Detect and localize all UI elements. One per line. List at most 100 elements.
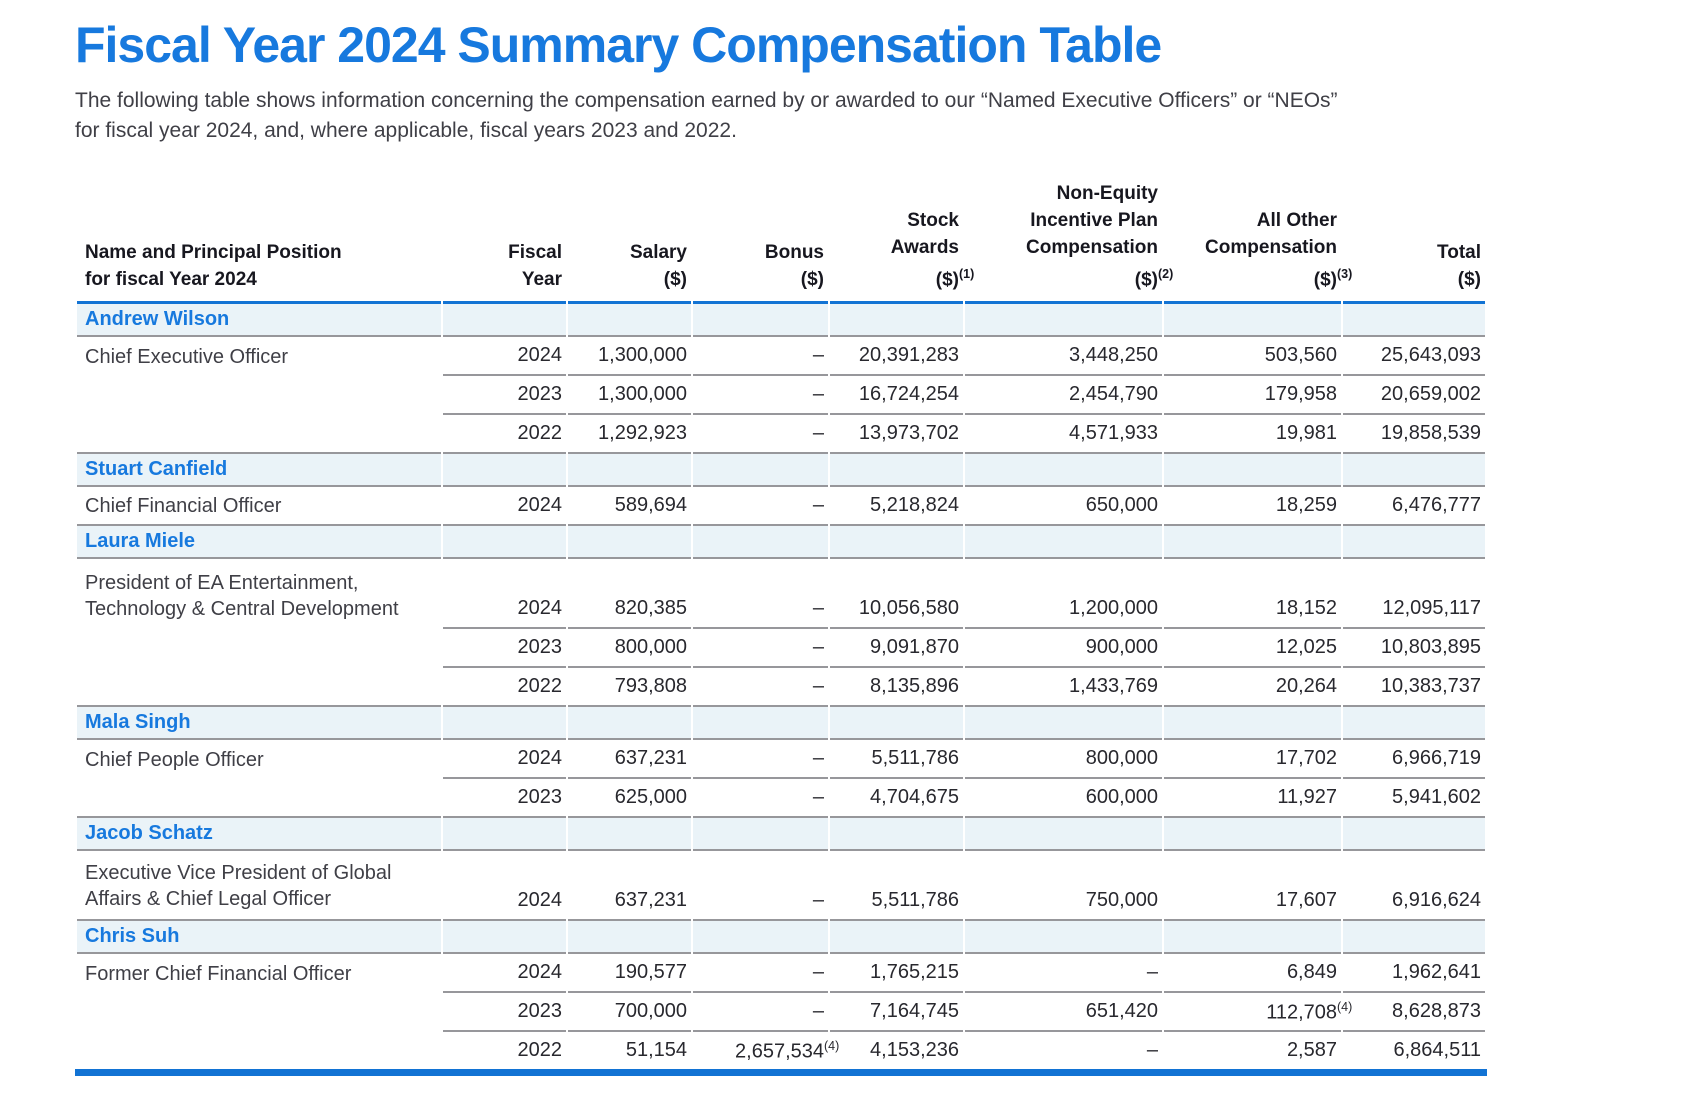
cell-bonus: – bbox=[693, 851, 828, 922]
officer-band-cell bbox=[830, 304, 963, 338]
officer-band-cell bbox=[693, 818, 828, 852]
cell-position bbox=[77, 779, 441, 819]
officer-band-cell bbox=[693, 707, 828, 741]
col-header-line: Non-Equity bbox=[1056, 183, 1158, 204]
table-row: 2022 1,292,923–13,973,702 4,571,933 19,981 1… bbox=[77, 415, 1485, 455]
cell-total: 6,966,719 bbox=[1343, 740, 1485, 780]
table-row: President of EA Entertainment, Technology… bbox=[77, 559, 1485, 630]
table-row: 2023 700,000–7,164,745 651,420 112,708(4) 8,… bbox=[77, 993, 1485, 1033]
cell-stock: 5,511,786 bbox=[830, 851, 963, 922]
cell-other: 112,708(4) bbox=[1164, 993, 1352, 1033]
officer-name: Andrew Wilson bbox=[77, 304, 441, 338]
cell-other: 18,152 bbox=[1164, 559, 1341, 630]
cell-year: 2024 bbox=[443, 954, 566, 994]
cell-salary: 637,231 bbox=[568, 851, 691, 922]
officer-band-cell bbox=[830, 707, 963, 741]
position-line: Chief Financial Officer bbox=[85, 494, 282, 517]
cell-stock: 4,704,675 bbox=[830, 779, 963, 819]
cell-neip: 3,448,250 bbox=[965, 337, 1162, 377]
cell-stock: 20,391,283 bbox=[830, 337, 963, 377]
officer-band-cell bbox=[693, 454, 828, 488]
cell-neip: 900,000 bbox=[965, 629, 1162, 669]
col-header-total: Total ($) bbox=[1343, 180, 1485, 305]
officer-band-cell bbox=[1343, 304, 1485, 338]
officer-band-cell bbox=[1343, 454, 1485, 488]
cell-position: Chief Financial Officer bbox=[77, 487, 441, 527]
officer-band-cell bbox=[1164, 707, 1341, 741]
officer-band-cell bbox=[568, 304, 691, 338]
cell-position: Chief Executive Officer bbox=[77, 337, 441, 376]
cell-position bbox=[77, 376, 441, 415]
table-header-row: Name and Principal Position for fiscal Ye… bbox=[77, 180, 1485, 305]
cell-neip: 2,454,790 bbox=[965, 376, 1162, 416]
cell-other: 19,981 bbox=[1164, 415, 1341, 455]
position-line: President of EA Entertainment, bbox=[85, 572, 359, 595]
officer-band-row: Laura Miele bbox=[77, 526, 1485, 560]
cell-total: 6,864,511 bbox=[1393, 1039, 1482, 1062]
officer-band-cell bbox=[693, 526, 828, 560]
officer-band-row: Mala Singh bbox=[77, 707, 1485, 741]
cell-position: Chief People Officer bbox=[77, 740, 441, 779]
cell-position: President of EA Entertainment, Technology… bbox=[77, 559, 441, 629]
cell-year: 2024 bbox=[443, 851, 566, 922]
page-title: Fiscal Year 2024 Summary Compensation Ta… bbox=[75, 17, 1162, 73]
col-header-line: Incentive Plan bbox=[1030, 210, 1158, 231]
cell-neip: – bbox=[1146, 1039, 1158, 1062]
intro-line-2: for fiscal year 2024, and, where applica… bbox=[75, 119, 737, 142]
position-line: Executive Vice President of Global bbox=[85, 862, 392, 885]
cell-total: 5,941,602 bbox=[1343, 779, 1485, 819]
cell-year: 2023 bbox=[443, 779, 566, 819]
cell-other: 12,025 bbox=[1164, 629, 1341, 669]
officer-name: Jacob Schatz bbox=[77, 818, 441, 852]
cell-position bbox=[77, 629, 441, 668]
officer-band-cell bbox=[443, 454, 566, 488]
col-header-line: ($)(3) bbox=[1313, 267, 1353, 291]
cell-bonus: – bbox=[693, 487, 828, 527]
officer-band-cell bbox=[1343, 526, 1485, 560]
cell-position: Executive Vice President of Global Affair… bbox=[77, 851, 441, 922]
cell-bonus: – bbox=[693, 740, 828, 780]
intro-line-1: The following table shows information co… bbox=[75, 89, 1338, 112]
document-page: Fiscal Year 2024 Summary Compensation Ta… bbox=[75, 17, 1487, 1077]
cell-bonus: – bbox=[693, 337, 828, 377]
cell-neip: 650,000 bbox=[965, 487, 1162, 527]
cell-position bbox=[77, 993, 441, 1032]
officer-band-row: Andrew Wilson bbox=[77, 304, 1485, 338]
cell-year: 2024 bbox=[443, 487, 566, 527]
cell-total: 12,095,117 bbox=[1343, 559, 1485, 630]
officer-band-cell bbox=[443, 526, 566, 560]
officer-band-cell bbox=[693, 921, 828, 955]
col-header-line: Year bbox=[521, 269, 562, 291]
cell-total: 6,476,777 bbox=[1343, 487, 1485, 527]
position-line: Technology & Central Development bbox=[85, 598, 399, 621]
officer-band-cell bbox=[693, 304, 828, 338]
cell-position: Former Chief Financial Officer bbox=[77, 954, 441, 993]
officer-band-row: Jacob Schatz bbox=[77, 818, 1485, 852]
cell-salary: 793,808 bbox=[568, 668, 691, 708]
cell-stock: 9,091,870 bbox=[830, 629, 963, 669]
officer-band-cell bbox=[568, 526, 691, 560]
cell-other: 18,259 bbox=[1164, 487, 1341, 527]
col-header-bonus: Bonus ($) bbox=[693, 180, 828, 305]
table-row: Chief Financial Officer 2024 589,694–5,218… bbox=[77, 487, 1485, 527]
officer-name: Mala Singh bbox=[77, 707, 441, 741]
col-header-line: Compensation bbox=[1205, 237, 1337, 258]
cell-salary: 190,577 bbox=[568, 954, 691, 994]
table-row: 2023 625,000–4,704,675 600,000 11,927 5,941,… bbox=[77, 779, 1485, 819]
table-row: Former Chief Financial Officer 2024 190,57… bbox=[77, 954, 1485, 994]
cell-year: 2023 bbox=[443, 629, 566, 669]
cell-neip: 600,000 bbox=[965, 779, 1162, 819]
cell-stock: 7,164,745 bbox=[830, 993, 963, 1033]
officer-band-cell bbox=[443, 921, 566, 955]
col-header-fiscal-year: Fiscal Year bbox=[443, 180, 566, 305]
cell-total: 1,962,641 bbox=[1343, 954, 1485, 994]
table-row: Executive Vice President of Global Affair… bbox=[77, 851, 1485, 922]
col-header-line: ($) bbox=[1457, 269, 1481, 291]
cell-stock: 5,218,824 bbox=[830, 487, 963, 527]
officer-band-cell bbox=[1343, 707, 1485, 741]
cell-neip: 1,200,000 bbox=[965, 559, 1162, 630]
officer-band-cell bbox=[965, 526, 1162, 560]
col-header-line: ($)(2) bbox=[1134, 267, 1174, 291]
cell-neip: 4,571,933 bbox=[965, 415, 1162, 455]
cell-other: 2,587 bbox=[1286, 1039, 1337, 1062]
